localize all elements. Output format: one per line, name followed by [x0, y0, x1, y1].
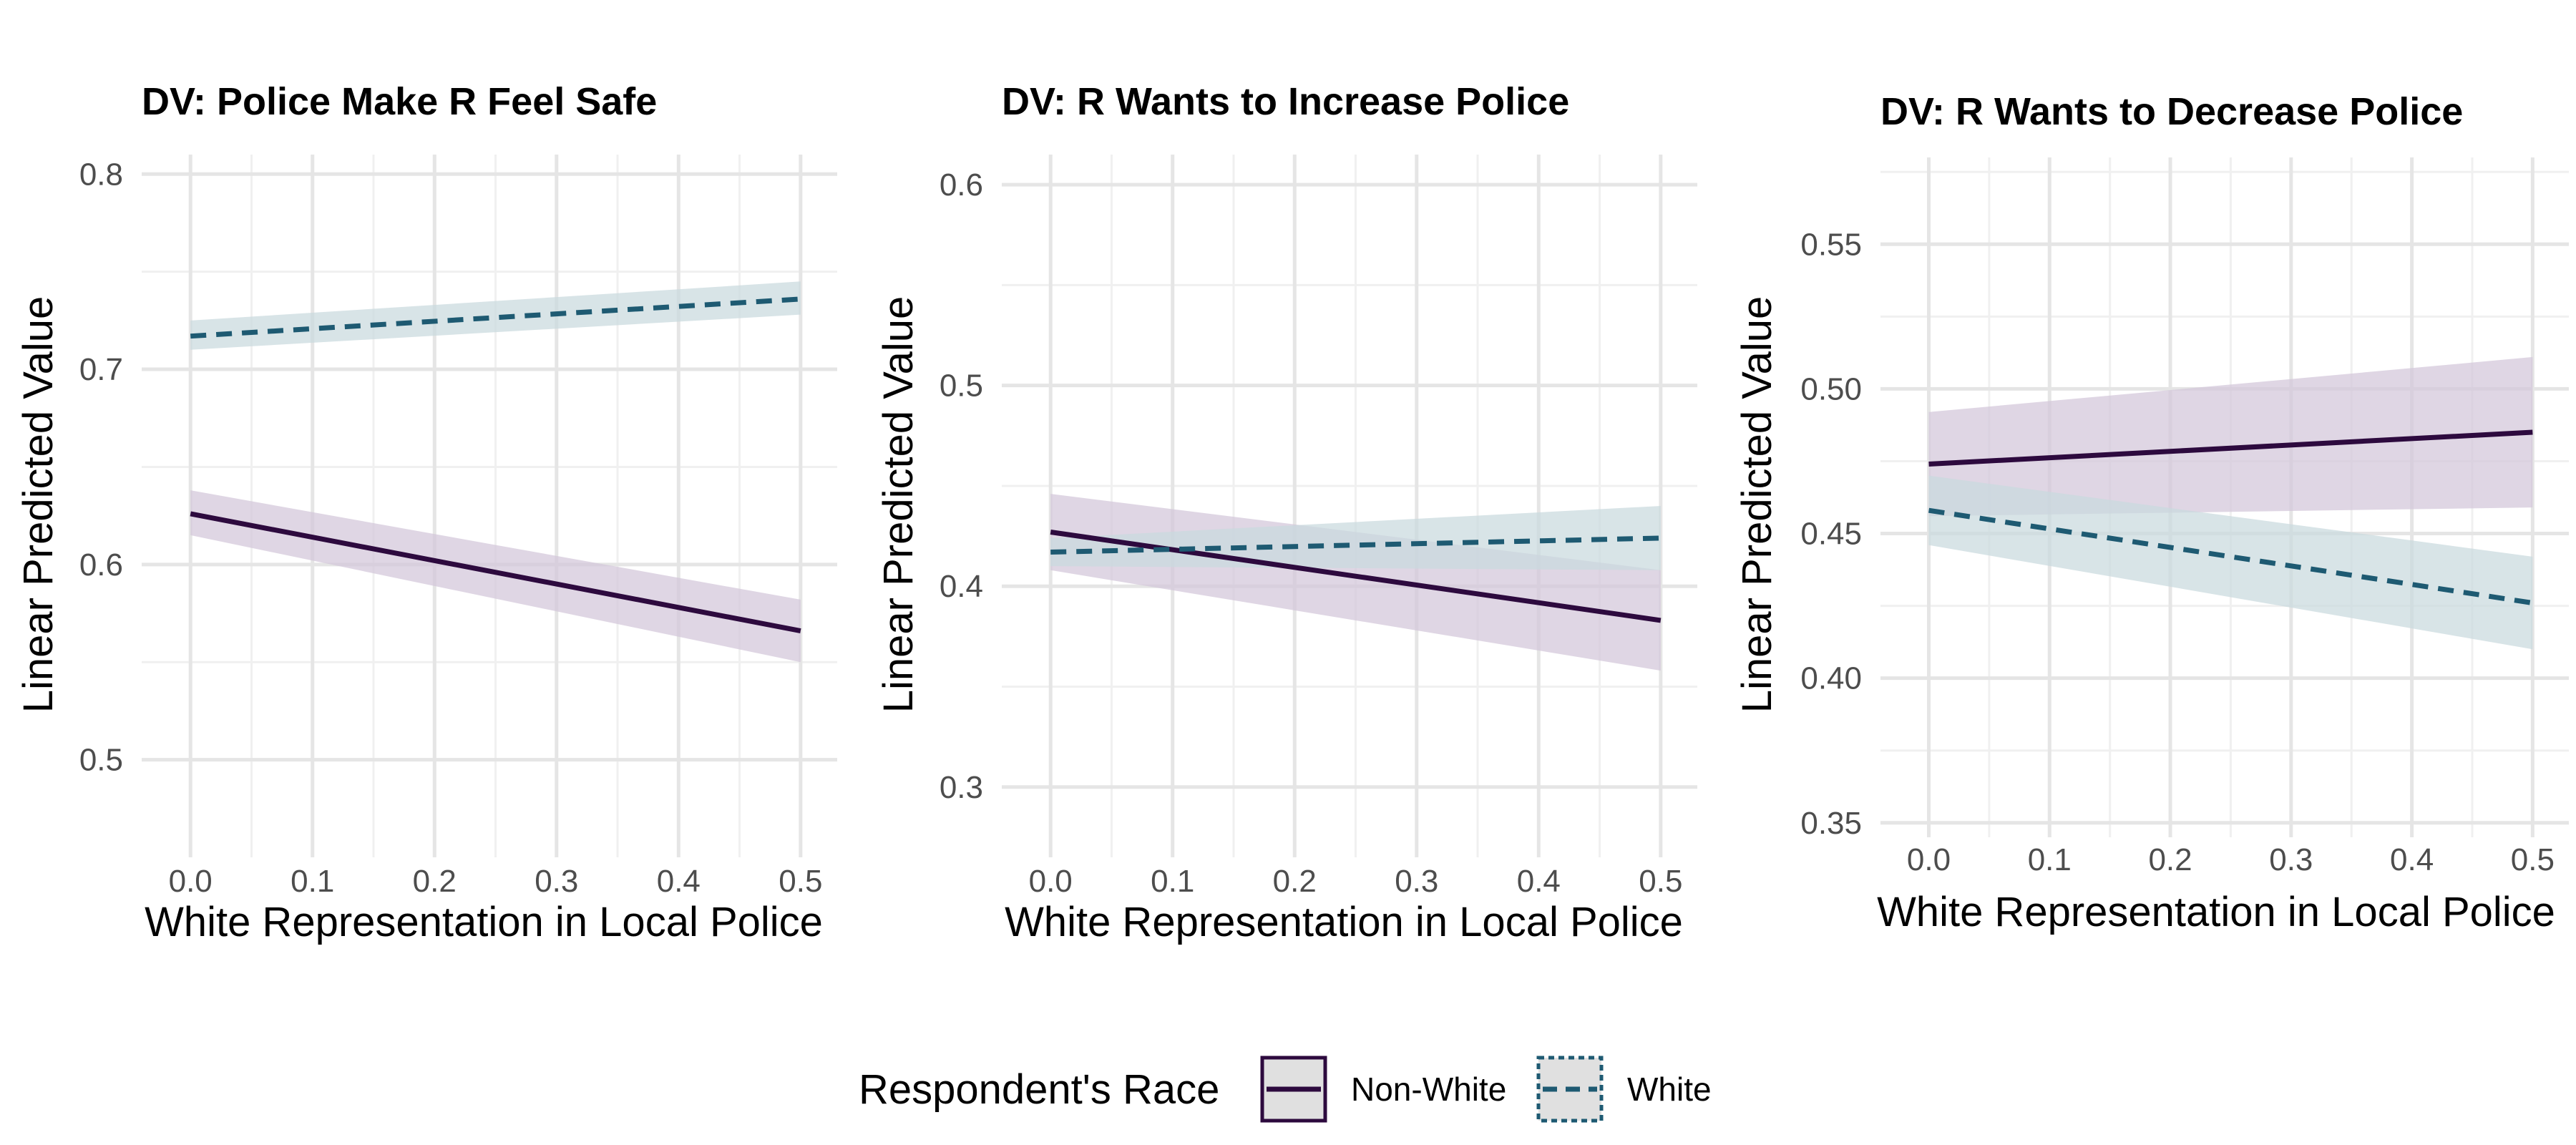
ci-band-non-white [1928, 356, 2533, 517]
y-tick-label: 0.40 [1800, 661, 1862, 696]
x-tick-label: 0.4 [1517, 864, 1561, 899]
y-axis-label: Linear Predicted Value [875, 296, 922, 713]
x-tick-label: 0.2 [413, 864, 457, 899]
legend-item-non-white: Non-White [1260, 1056, 1506, 1123]
x-tick-label: 0.4 [657, 864, 701, 899]
x-tick-label: 0.0 [1029, 864, 1073, 899]
x-tick-label: 0.5 [779, 864, 822, 899]
y-tick-label: 0.35 [1800, 806, 1862, 841]
series-line-non-white [1050, 530, 1662, 623]
legend-title: Respondent's Race [859, 1066, 1219, 1113]
y-tick-label: 0.3 [940, 770, 983, 805]
x-tick-label: 0.2 [2148, 842, 2192, 877]
ci-band-non-white [190, 490, 801, 663]
legend-label-white: White [1627, 1071, 1712, 1108]
panel-decrease-police: DV: R Wants to Decrease Police 0.0 0.1 0.2… [1734, 90, 2569, 935]
x-axis-label: White Representation in Local Police [1005, 899, 1683, 945]
plot-area: 0.0 0.1 0.2 0.3 0.4 0.5 0.3 0.4 0.5 0.6 [940, 155, 1697, 899]
y-tick-label: 0.6 [79, 547, 123, 583]
y-tick-label: 0.7 [79, 352, 123, 387]
legend-item-white: White [1536, 1056, 1712, 1123]
panel-title: DV: Police Make R Feel Safe [142, 80, 657, 123]
x-tick-label: 0.1 [1151, 864, 1194, 899]
x-tick-label: 0.2 [1273, 864, 1317, 899]
panel-title: DV: R Wants to Decrease Police [1880, 90, 2463, 133]
y-tick-label: 0.45 [1800, 517, 1862, 552]
y-tick-label: 0.50 [1800, 371, 1862, 406]
x-tick-label: 0.5 [1639, 864, 1682, 899]
y-axis-label: Linear Predicted Value [15, 296, 62, 713]
y-axis-label: Linear Predicted Value [1734, 296, 1780, 713]
panel-title: DV: R Wants to Increase Police [1002, 80, 1569, 123]
y-tick-label: 0.5 [940, 369, 983, 404]
x-tick-label: 0.4 [2390, 842, 2434, 877]
x-tick-label: 0.3 [2269, 842, 2313, 877]
x-tick-label: 0.0 [169, 864, 213, 899]
ci-band-white [1928, 475, 2533, 650]
x-axis-label: White Representation in Local Police [145, 899, 823, 945]
legend: Respondent's Race Non-White White [859, 1056, 1712, 1123]
legend-label-non-white: Non-White [1351, 1071, 1506, 1108]
x-tick-label: 0.3 [1395, 864, 1438, 899]
panel-increase-police: DV: R Wants to Increase Police 0.0 0.1 0.2… [875, 80, 1697, 945]
ci-band-white [190, 281, 801, 350]
y-tick-label: 0.55 [1800, 227, 1862, 262]
y-tick-label: 0.6 [940, 167, 983, 203]
plot-area: 0.0 0.1 0.2 0.3 0.4 0.5 0.5 0.6 0.7 0.8 [79, 155, 837, 899]
y-tick-label: 0.8 [79, 157, 123, 192]
x-tick-label: 0.3 [535, 864, 578, 899]
x-tick-label: 0.0 [1907, 842, 1951, 877]
series-line-non-white [190, 511, 801, 634]
x-tick-label: 0.1 [2028, 842, 2072, 877]
y-tick-label: 0.5 [79, 743, 123, 778]
x-tick-label: 0.5 [2511, 842, 2555, 877]
plot-area: 0.0 0.1 0.2 0.3 0.4 0.5 0.35 0.40 0.45 0.50 0.55 [1800, 157, 2569, 877]
x-tick-label: 0.1 [291, 864, 334, 899]
y-tick-label: 0.4 [940, 569, 983, 604]
series-line-non-white [1928, 429, 2533, 467]
panel-police-safe: DV: Police Make R Feel Safe 0.0 0.1 0.2 0.3… [15, 80, 837, 945]
x-axis-label: White Representation in Local Police [1877, 889, 2555, 935]
